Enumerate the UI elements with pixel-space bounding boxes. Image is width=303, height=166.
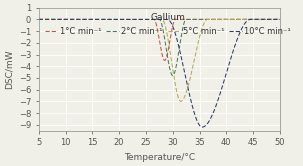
X-axis label: Temperature/°C: Temperature/°C bbox=[124, 153, 195, 162]
Legend: 1°C min⁻¹, 2°C min⁻¹, 5°C min⁻¹, 10°C min⁻¹: 1°C min⁻¹, 2°C min⁻¹, 5°C min⁻¹, 10°C mi… bbox=[43, 12, 292, 37]
Y-axis label: DSC/mW: DSC/mW bbox=[4, 49, 13, 89]
